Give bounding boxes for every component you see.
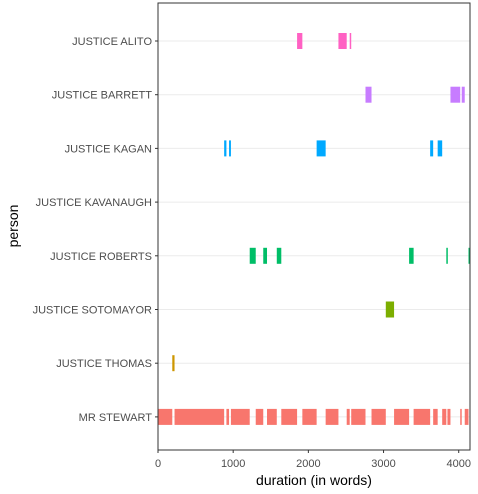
- y-tick-label: JUSTICE KAVANAUGH: [36, 197, 152, 209]
- timeline-segment: [158, 408, 173, 425]
- timeline-segment: [174, 408, 225, 425]
- timeline-segment: [430, 140, 434, 157]
- x-axis-title: duration (in words): [256, 472, 372, 488]
- timeline-segment: [267, 408, 277, 425]
- timeline-segment: [325, 408, 339, 425]
- timeline-segment: [460, 408, 462, 425]
- timeline-segment: [230, 408, 250, 425]
- timeline-segment: [229, 140, 231, 157]
- timeline-segment: [394, 408, 410, 425]
- timeline-segment: [446, 247, 448, 264]
- timeline-segment: [263, 247, 268, 264]
- timeline-segment: [365, 86, 372, 103]
- timeline-segment: [297, 33, 303, 49]
- timeline-segment: [226, 408, 230, 425]
- timeline-segment: [433, 408, 438, 425]
- timeline-segment: [464, 408, 469, 425]
- timeline-segment: [437, 140, 443, 157]
- y-tick-label: MR STEWART: [79, 412, 153, 424]
- timeline-segment: [450, 86, 461, 103]
- timeline-segment: [224, 140, 227, 157]
- x-tick-label: 1000: [221, 458, 245, 470]
- y-tick-label: JUSTICE KAGAN: [65, 143, 152, 155]
- y-tick-label: JUSTICE THOMAS: [56, 358, 152, 370]
- timeline-segment: [385, 301, 395, 318]
- timeline-segment: [409, 247, 414, 264]
- y-tick-label: JUSTICE SOTOMAYOR: [33, 305, 152, 317]
- timeline-segment: [461, 86, 465, 103]
- timeline-segment: [302, 408, 317, 425]
- timeline-segments: [158, 33, 470, 425]
- timeline-segment: [413, 408, 431, 425]
- x-axis-ticks: 0 1000 2000 3000 4000: [155, 450, 471, 470]
- x-tick-label: 3000: [371, 458, 395, 470]
- y-axis-title: person: [5, 205, 21, 248]
- timeline-segment: [249, 247, 256, 264]
- y-tick-label: JUSTICE ALITO: [72, 36, 152, 48]
- timeline-segment: [276, 247, 282, 264]
- timeline-segment: [346, 408, 350, 425]
- x-tick-label: 0: [155, 458, 161, 470]
- timeline-segment: [316, 140, 326, 157]
- timeline-segment: [349, 33, 352, 49]
- y-tick-label: JUSTICE BARRETT: [52, 90, 153, 102]
- timeline-segment: [351, 408, 366, 425]
- y-tick-label: JUSTICE ROBERTS: [50, 251, 152, 263]
- timeline-segment: [371, 408, 386, 425]
- timeline-segment: [281, 408, 298, 425]
- timeline-segment: [468, 247, 470, 264]
- timeline-segment: [447, 408, 451, 425]
- plot-panel-border: [157, 2, 471, 451]
- timeline-segment: [338, 33, 347, 49]
- timeline-segment: [172, 355, 175, 372]
- x-tick-label: 4000: [446, 458, 470, 470]
- timeline-segment: [442, 408, 447, 425]
- y-axis-tick-labels: JUSTICE ALITO JUSTICE BARRETT JUSTICE KAGA…: [33, 36, 158, 424]
- timeline-segment: [255, 408, 264, 425]
- x-tick-label: 2000: [296, 458, 320, 470]
